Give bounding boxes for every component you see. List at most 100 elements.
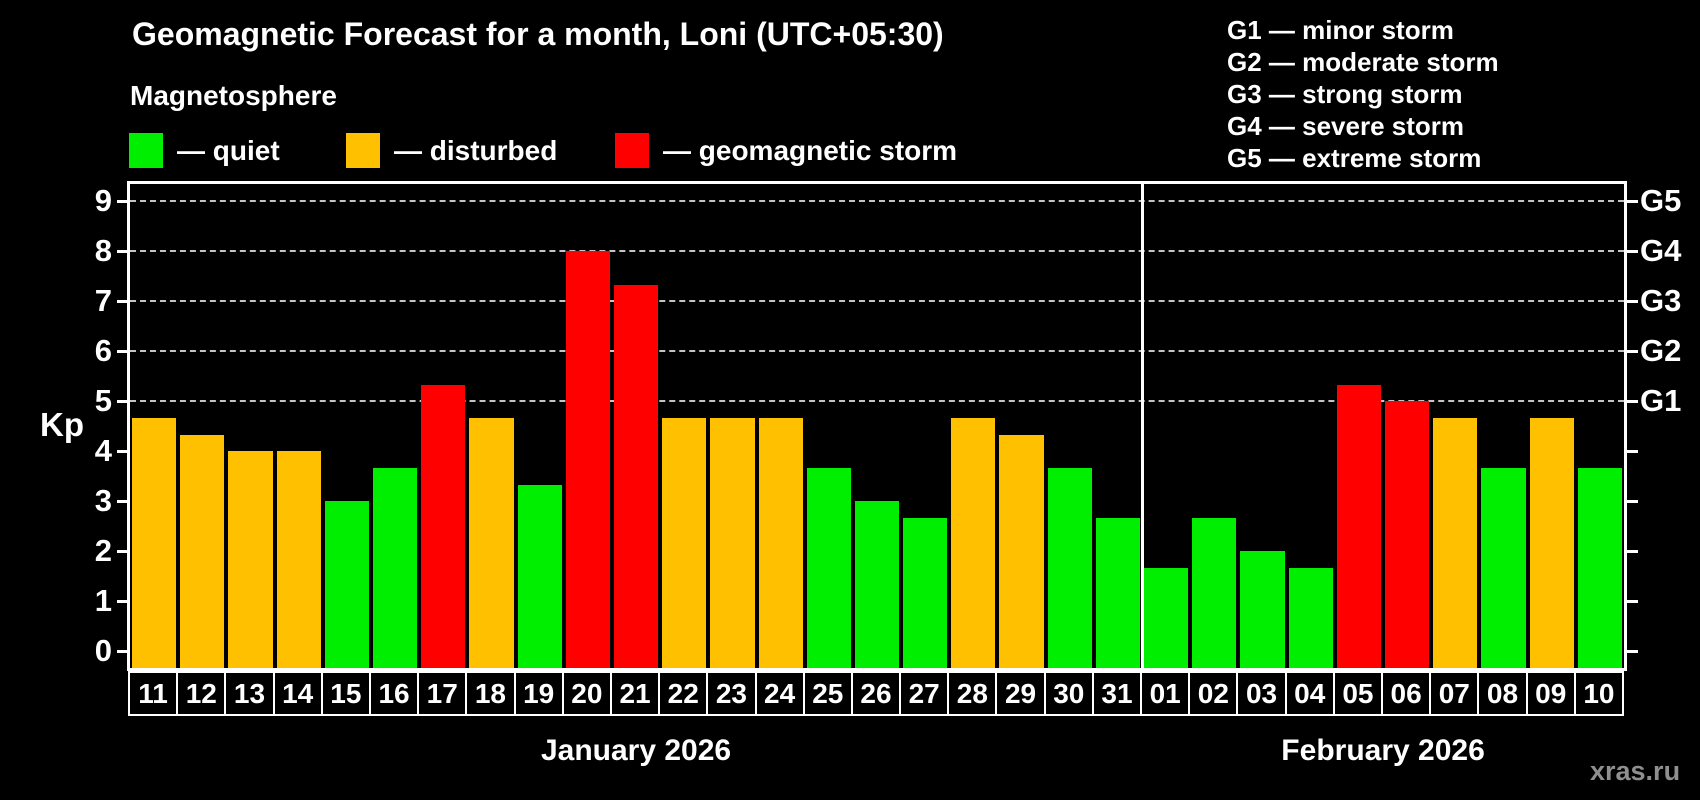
y-tick-label-2: 2 [94, 533, 112, 568]
g-axis-label-g1: G1 [1640, 383, 1682, 418]
bar-day-07 [1433, 417, 1478, 668]
y-tick-label-7: 7 [94, 283, 112, 318]
day-label-03: 03 [1236, 671, 1287, 716]
magnetosphere-label: Magnetosphere [130, 80, 337, 111]
quiet-color-swatch [129, 133, 163, 168]
y-tick-label-4: 4 [94, 433, 112, 468]
bar-day-10 [1577, 467, 1622, 668]
y-tick-label-3: 3 [94, 483, 112, 518]
legend-item-quiet: — quiet [129, 133, 280, 168]
y-tick-0 [117, 650, 128, 653]
day-label-08: 08 [1477, 671, 1528, 716]
g-axis-label-g5: G5 [1640, 183, 1682, 218]
day-label-31: 31 [1091, 671, 1143, 716]
g-tick-6 [1627, 350, 1638, 353]
bar-day-28 [951, 417, 996, 668]
day-label-12: 12 [176, 671, 227, 716]
bar-day-03 [1240, 551, 1285, 668]
g-tick-0 [1627, 650, 1638, 653]
day-label-30: 30 [1043, 671, 1094, 716]
g-tick-8 [1627, 250, 1638, 253]
bar-day-19 [517, 484, 562, 668]
g-axis-label-g3: G3 [1640, 283, 1682, 318]
day-label-11: 11 [128, 671, 179, 716]
gridline-kp5 [130, 400, 1624, 402]
month-separator [1141, 184, 1145, 668]
day-label-22: 22 [658, 671, 709, 716]
g-tick-4 [1627, 450, 1638, 453]
bar-day-16 [372, 467, 418, 668]
day-label-06: 06 [1381, 671, 1432, 716]
g-tick-2 [1627, 550, 1638, 553]
g-legend-line-g5: G5 — extreme storm [1227, 143, 1482, 173]
g-scale-legend: G1 — minor storm G2 — moderate storm G3 … [1227, 14, 1499, 174]
day-label-23: 23 [706, 671, 757, 716]
bar-day-17 [421, 384, 466, 668]
bar-day-05 [1336, 384, 1382, 668]
day-label-21: 21 [609, 671, 661, 716]
y-tick-4 [117, 450, 128, 453]
y-tick-label-8: 8 [94, 233, 112, 268]
g-tick-7 [1627, 300, 1638, 303]
y-tick-5 [117, 400, 128, 403]
y-tick-3 [117, 500, 128, 503]
y-tick-1 [117, 600, 128, 603]
bar-day-06 [1385, 401, 1430, 668]
bar-day-21 [613, 284, 659, 668]
month-label-0: January 2026 [540, 734, 732, 767]
gridline-kp8 [130, 250, 1624, 252]
bar-day-23 [710, 417, 755, 668]
y-tick-7 [117, 300, 128, 303]
g-tick-5 [1627, 400, 1638, 403]
y-tick-label-0: 0 [94, 633, 112, 668]
g-legend-line-g4: G4 — severe storm [1227, 111, 1465, 141]
day-label-16: 16 [368, 671, 420, 716]
g-legend-line-g2: G2 — moderate storm [1227, 47, 1499, 77]
bar-day-01 [1144, 567, 1189, 668]
day-label-17: 17 [417, 671, 468, 716]
bar-day-08 [1481, 467, 1526, 668]
bar-day-18 [469, 417, 514, 668]
bar-day-31 [1095, 517, 1141, 668]
day-label-01: 01 [1140, 671, 1191, 716]
bar-day-04 [1288, 567, 1333, 668]
gridline-kp6 [130, 350, 1624, 352]
g-axis-label-g4: G4 [1640, 233, 1682, 268]
bar-day-15 [324, 501, 369, 668]
day-label-19: 19 [513, 671, 564, 716]
y-tick-label-6: 6 [94, 333, 112, 368]
legend-item-disturbed: — disturbed [346, 133, 557, 168]
bar-day-29 [999, 434, 1044, 668]
day-label-07: 07 [1429, 671, 1480, 716]
day-label-20: 20 [561, 671, 612, 716]
gridline-kp9 [130, 200, 1624, 202]
bar-day-02 [1192, 517, 1237, 668]
storm-color-swatch [615, 133, 649, 168]
g-tick-3 [1627, 500, 1638, 503]
g-axis-label-g2: G2 [1640, 333, 1682, 368]
day-label-15: 15 [320, 671, 371, 716]
bar-day-27 [903, 517, 948, 668]
y-tick-9 [117, 200, 128, 203]
legend-label-storm: — geomagnetic storm [663, 134, 958, 166]
y-axis-title: Kp [40, 406, 84, 443]
y-tick-label-9: 9 [94, 183, 112, 218]
g-tick-9 [1627, 200, 1638, 203]
disturbed-color-swatch [346, 133, 380, 168]
bar-day-26 [854, 501, 900, 668]
legend-label-disturbed: — disturbed [394, 134, 558, 166]
bar-day-09 [1529, 417, 1574, 668]
y-tick-label-5: 5 [94, 383, 112, 418]
day-label-05: 05 [1332, 671, 1384, 716]
y-tick-label-1: 1 [94, 583, 112, 618]
y-tick-6 [117, 350, 128, 353]
day-label-18: 18 [465, 671, 516, 716]
day-label-04: 04 [1284, 671, 1335, 716]
bar-day-12 [180, 434, 225, 668]
y-tick-8 [117, 250, 128, 253]
day-label-27: 27 [899, 671, 950, 716]
day-label-25: 25 [802, 671, 853, 716]
month-label-1: February 2026 [1281, 734, 1485, 767]
day-label-14: 14 [272, 671, 323, 716]
